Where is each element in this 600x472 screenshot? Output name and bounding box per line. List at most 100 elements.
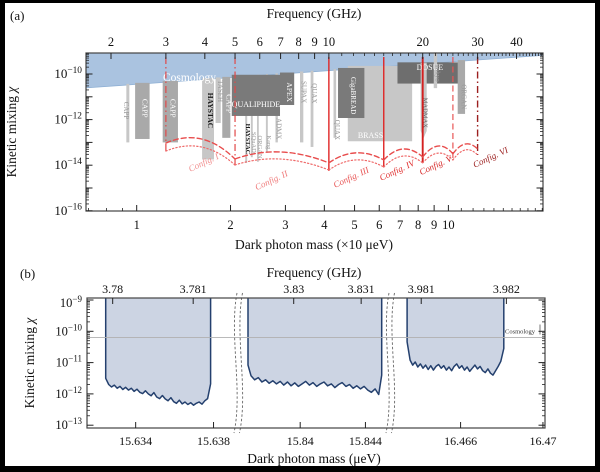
experiment-bar xyxy=(245,75,248,163)
tick-label-left: 10−9 xyxy=(60,294,83,310)
tspan: −10 xyxy=(67,66,82,76)
exclusion-region-fill xyxy=(248,298,382,395)
experiment-bar xyxy=(280,72,295,106)
experiment-label: SUPAX xyxy=(300,81,308,103)
tspan: 10 xyxy=(54,157,67,172)
experiment-label: MADMAX xyxy=(422,98,429,129)
tspan: −11 xyxy=(68,354,82,364)
tick-label-top: 3.831 xyxy=(348,282,375,296)
tick-label-left: 10−10 xyxy=(54,66,82,81)
experiment-bar xyxy=(162,80,178,143)
tick-label-top: 5 xyxy=(232,35,238,49)
tick-label-bottom: 9 xyxy=(431,218,437,232)
tspan: 10 xyxy=(60,296,73,310)
config-curve-dashed xyxy=(422,145,454,158)
tick-label-bottom: 16.466 xyxy=(444,434,477,448)
tick-label-bottom: 1 xyxy=(134,218,140,232)
experiment-bar xyxy=(310,70,314,147)
axis-break-mark xyxy=(385,292,390,434)
config-curve-dotted xyxy=(234,158,330,171)
panel-a-top-axis-title: Frequency (GHz) xyxy=(267,6,362,21)
tick-label-top: 7 xyxy=(277,35,283,49)
tick-label-top: 9 xyxy=(311,35,317,49)
axis-break-mark xyxy=(239,292,244,434)
experiment-label: HAYSTAC xyxy=(206,93,215,128)
experiment-label: QUALIPHIDE xyxy=(232,100,281,109)
tick-label-left: 10−12 xyxy=(55,385,82,401)
experiment-label: Tokyo xyxy=(433,64,441,82)
exclusion-limit-line xyxy=(406,298,505,376)
tick-label-bottom: 5 xyxy=(351,218,357,232)
tspan: 10 xyxy=(55,418,68,432)
experiment-bar xyxy=(135,82,150,139)
tick-label-bottom: 16.47 xyxy=(529,434,556,448)
tick-label-bottom: 15.638 xyxy=(197,434,230,448)
experiment-label: CAPP xyxy=(140,99,149,118)
tick-label-top: 8 xyxy=(296,35,302,49)
experiment-label: APEX xyxy=(285,82,294,102)
config-curve-dotted xyxy=(328,159,385,171)
config-curve-dotted xyxy=(422,152,454,164)
exclusion-region-fill xyxy=(105,298,211,406)
panel-a-y-axis-title: Kinetic mixing χ xyxy=(4,86,19,178)
tick-label-top: 30 xyxy=(471,35,484,49)
axis-break-mark xyxy=(233,292,238,434)
config-curve-dotted xyxy=(452,149,479,161)
experiment-label: CAPP xyxy=(168,99,177,118)
tick-label-top: 20 xyxy=(416,35,429,49)
tick-label-left: 10−16 xyxy=(54,203,82,218)
experiment-label: HAYSTAC xyxy=(244,124,251,155)
config-curve-dashed xyxy=(452,143,479,155)
tick-label-top: 6 xyxy=(257,35,263,49)
tick-label-bottom: 2 xyxy=(227,218,233,232)
exclusion-region-fill xyxy=(407,298,504,376)
experiment-label: ADMX xyxy=(275,118,283,139)
panel-b-y-axis-title: Kinetic mixing χ xyxy=(22,317,37,409)
experiment-label: SQuAD xyxy=(250,132,257,153)
tick-label-bottom: 3 xyxy=(282,218,288,232)
tick-label-top: 3.981 xyxy=(408,282,435,296)
cosmology-band xyxy=(86,53,543,88)
tick-label-top: 3.781 xyxy=(180,282,207,296)
experiment-label: ORGAN xyxy=(459,84,467,109)
experiment-bar xyxy=(202,78,214,160)
tick-label-left: 10−12 xyxy=(54,111,82,126)
config-curve-dashed xyxy=(234,151,330,164)
experiment-bar xyxy=(457,60,466,114)
experiment-label: CAPP xyxy=(224,94,233,113)
tspan: 10 xyxy=(55,387,68,401)
tick-label-top: 40 xyxy=(510,35,523,49)
experiment-label: DOSUE xyxy=(417,63,444,72)
tspan: −9 xyxy=(72,294,82,304)
tspan: 10 xyxy=(54,203,67,218)
experiment-label: QUAX xyxy=(333,120,341,140)
tspan: 10 xyxy=(56,356,69,370)
panel-b: Cosmology 15.634 15.638 3.78 3.781 15.84 15.84… xyxy=(55,282,556,448)
tick-label-bottom: 7 xyxy=(397,218,403,232)
experiment-bar xyxy=(397,62,463,84)
cosmology-label-b: Cosmology xyxy=(505,329,536,336)
tspan: −14 xyxy=(67,157,82,167)
exclusion-limit-line xyxy=(247,298,383,396)
experiment-bar xyxy=(250,75,253,158)
experiment-bar xyxy=(231,74,281,116)
tick-label-bottom: 8 xyxy=(415,218,421,232)
experiment-label: QUAX xyxy=(310,83,318,103)
tick-label-top: 3.78 xyxy=(102,282,123,296)
cosmology-label: Cosmology xyxy=(163,72,216,84)
experiment-label: CAPP xyxy=(122,102,130,120)
panel-b-top-axis-title: Frequency (GHz) xyxy=(267,265,362,280)
tick-label-top: 2 xyxy=(108,35,114,49)
config-curve-dashed xyxy=(383,148,424,161)
experiment-bar xyxy=(256,74,259,162)
tick-label-left: 10−11 xyxy=(56,354,82,370)
tick-label-left: 10−14 xyxy=(54,157,82,172)
tspan: −16 xyxy=(67,203,82,213)
experiment-bar xyxy=(333,69,337,138)
panel-b-tag: (b) xyxy=(20,266,35,281)
tick-label-bottom: 10 xyxy=(442,218,455,232)
experiment-label: Kang xyxy=(265,135,272,150)
panel-a-x-axis-title: Dark photon mass (×10 μeV) xyxy=(235,237,393,252)
config-curve-dotted xyxy=(165,145,236,166)
